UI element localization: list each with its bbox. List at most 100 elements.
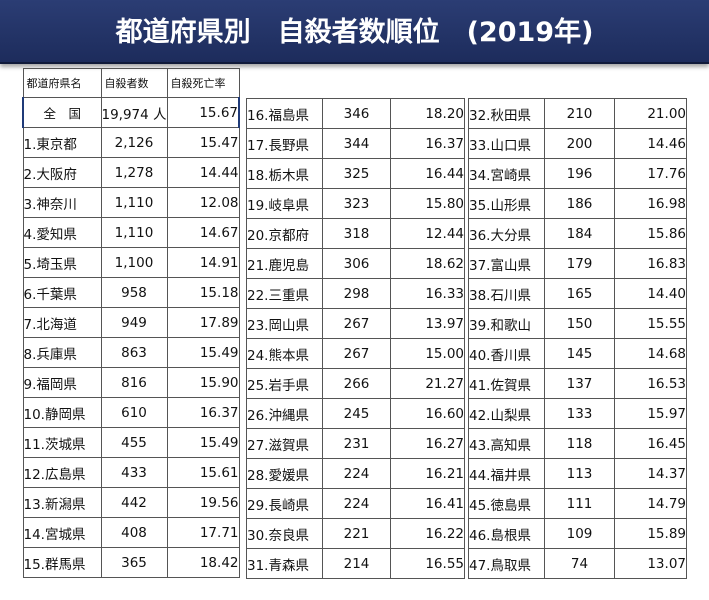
prefecture-name-cell: 31.青森県 — [246, 548, 323, 579]
table-row: 31.青森県 214 16.55 — [246, 548, 465, 579]
suicide-count-cell: 111 — [544, 488, 615, 519]
table-row: 13.新潟県 442 19.56 — [22, 487, 240, 518]
suicide-rate-cell: 14.91 — [166, 247, 240, 278]
suicide-rate-cell: 18.42 — [166, 547, 240, 578]
prefecture-name-cell: 47.鳥取県 — [468, 548, 545, 579]
suicide-rate-cell: 14.46 — [614, 128, 687, 159]
suicide-rate-cell: 15.80 — [390, 188, 465, 219]
suicide-count-cell: 325 — [322, 158, 391, 189]
suicide-count-cell: 145 — [544, 338, 615, 369]
prefecture-name-cell: 42.山梨県 — [468, 398, 545, 429]
table-row: 32.秋田県 210 21.00 — [468, 98, 687, 129]
table-row: 16.福島県 346 18.20 — [246, 98, 465, 129]
suicide-count-cell: 344 — [322, 128, 391, 159]
prefecture-name-cell: 21.鹿児島 — [246, 248, 323, 279]
prefecture-name-cell: 10.静岡県 — [22, 397, 102, 428]
table-row: 40.香川県 145 14.68 — [468, 338, 687, 369]
suicide-rate-cell: 15.47 — [166, 127, 240, 158]
suicide-rate-cell: 12.08 — [166, 187, 240, 218]
table-row: 28.愛媛県 224 16.21 — [246, 458, 465, 489]
suicide-rate-cell: 13.97 — [390, 308, 465, 339]
suicide-count-cell: 74 — [544, 548, 615, 579]
prefecture-name-cell: 23.岡山県 — [246, 308, 323, 339]
suicide-rate-cell: 15.61 — [166, 457, 240, 488]
suicide-count-cell: 365 — [100, 547, 168, 578]
table-row: 22.三重県 298 16.33 — [246, 278, 465, 309]
suicide-rate-cell: 19.56 — [166, 487, 240, 518]
suicide-rate-cell: 16.37 — [390, 128, 465, 159]
page-title: 都道府県別 自殺者数順位 (2019年) — [115, 17, 594, 48]
suicide-count-cell: 196 — [544, 158, 615, 189]
table-row: 19.岐阜県 323 15.80 — [246, 188, 465, 219]
suicide-rate-cell: 15.18 — [166, 277, 240, 308]
table-row: 26.沖縄県 245 16.60 — [246, 398, 465, 429]
suicide-rate-cell: 14.68 — [614, 338, 687, 369]
table-row: 14.宮城県 408 17.71 — [22, 517, 240, 548]
suicide-rate-cell: 16.33 — [390, 278, 465, 309]
table-row: 12.広島県 433 15.61 — [22, 457, 240, 488]
prefecture-table-2: 16.福島県 346 18.20 17.長野県 344 16.37 18.栃木県 325 16.… — [246, 98, 465, 579]
suicide-count-cell: 442 — [100, 487, 168, 518]
header-prefecture: 都道府県名 — [22, 68, 102, 98]
prefecture-name-cell: 29.長崎県 — [246, 488, 323, 519]
suicide-rate-cell: 14.37 — [614, 458, 687, 489]
table-row: 17.長野県 344 16.37 — [246, 128, 465, 159]
table-row: 15.群馬県 365 18.42 — [22, 547, 240, 578]
suicide-count-cell: 318 — [322, 218, 391, 249]
table-row: 44.福井県 113 14.37 — [468, 458, 687, 489]
suicide-count-cell: 214 — [322, 548, 391, 579]
prefecture-name-cell: 27.滋賀県 — [246, 428, 323, 459]
table-row: 11.茨城県 455 15.49 — [22, 427, 240, 458]
national-total-row: 全 国 19,974 人 15.67 — [22, 97, 240, 128]
suicide-rate-cell: 15.86 — [614, 218, 687, 249]
suicide-rate-cell: 16.21 — [390, 458, 465, 489]
table-row: 35.山形県 186 16.98 — [468, 188, 687, 219]
suicide-rate-cell: 18.62 — [390, 248, 465, 279]
table-row: 45.徳島県 111 14.79 — [468, 488, 687, 519]
suicide-rate-cell: 12.44 — [390, 218, 465, 249]
prefecture-name-cell: 1.東京都 — [22, 127, 102, 158]
suicide-rate-cell: 16.41 — [390, 488, 465, 519]
suicide-count-cell: 267 — [322, 338, 391, 369]
table-row: 27.滋賀県 231 16.27 — [246, 428, 465, 459]
header-rate: 自殺死亡率 — [166, 68, 240, 98]
suicide-count-cell: 150 — [544, 308, 615, 339]
table-row: 4.愛知県 1,110 14.67 — [22, 217, 240, 248]
suicide-count-cell: 137 — [544, 368, 615, 399]
table-row: 18.栃木県 325 16.44 — [246, 158, 465, 189]
suicide-rate-cell: 17.76 — [614, 158, 687, 189]
prefecture-name-cell: 14.宮城県 — [22, 517, 102, 548]
suicide-rate-cell: 16.83 — [614, 248, 687, 279]
suicide-count-cell: 298 — [322, 278, 391, 309]
suicide-rate-cell: 18.20 — [390, 98, 465, 129]
table-row: 34.宮崎県 196 17.76 — [468, 158, 687, 189]
suicide-count-cell: 949 — [100, 307, 168, 338]
prefecture-name-cell: 28.愛媛県 — [246, 458, 323, 489]
table-row: 33.山口県 200 14.46 — [468, 128, 687, 159]
prefecture-name-cell: 13.新潟県 — [22, 487, 102, 518]
prefecture-name-cell: 43.高知県 — [468, 428, 545, 459]
suicide-rate-cell: 14.79 — [614, 488, 687, 519]
prefecture-name-cell: 40.香川県 — [468, 338, 545, 369]
suicide-count-cell: 267 — [322, 308, 391, 339]
table-row: 20.京都府 318 12.44 — [246, 218, 465, 249]
suicide-count-cell: 306 — [322, 248, 391, 279]
table-row: 37.富山県 179 16.83 — [468, 248, 687, 279]
suicide-rate-cell: 17.89 — [166, 307, 240, 338]
prefecture-name-cell: 37.富山県 — [468, 248, 545, 279]
suicide-rate-cell: 15.00 — [390, 338, 465, 369]
table-row: 7.北海道 949 17.89 — [22, 307, 240, 338]
prefecture-name-cell: 46.島根県 — [468, 518, 545, 549]
suicide-rate-cell: 14.40 — [614, 278, 687, 309]
prefecture-name-cell: 30.奈良県 — [246, 518, 323, 549]
suicide-count-cell: 1,110 — [100, 217, 168, 248]
prefecture-name-cell: 38.石川県 — [468, 278, 545, 309]
suicide-count-cell: 1,278 — [100, 157, 168, 188]
table-row: 42.山梨県 133 15.97 — [468, 398, 687, 429]
prefecture-table-3: 32.秋田県 210 21.00 33.山口県 200 14.46 34.宮崎県 196 17.… — [468, 98, 687, 579]
suicide-count-cell: 221 — [322, 518, 391, 549]
table-row: 1.東京都 2,126 15.47 — [22, 127, 240, 158]
suicide-rate-cell: 16.55 — [390, 548, 465, 579]
prefecture-name-cell: 16.福島県 — [246, 98, 323, 129]
prefecture-name-cell: 9.福岡県 — [22, 367, 102, 398]
